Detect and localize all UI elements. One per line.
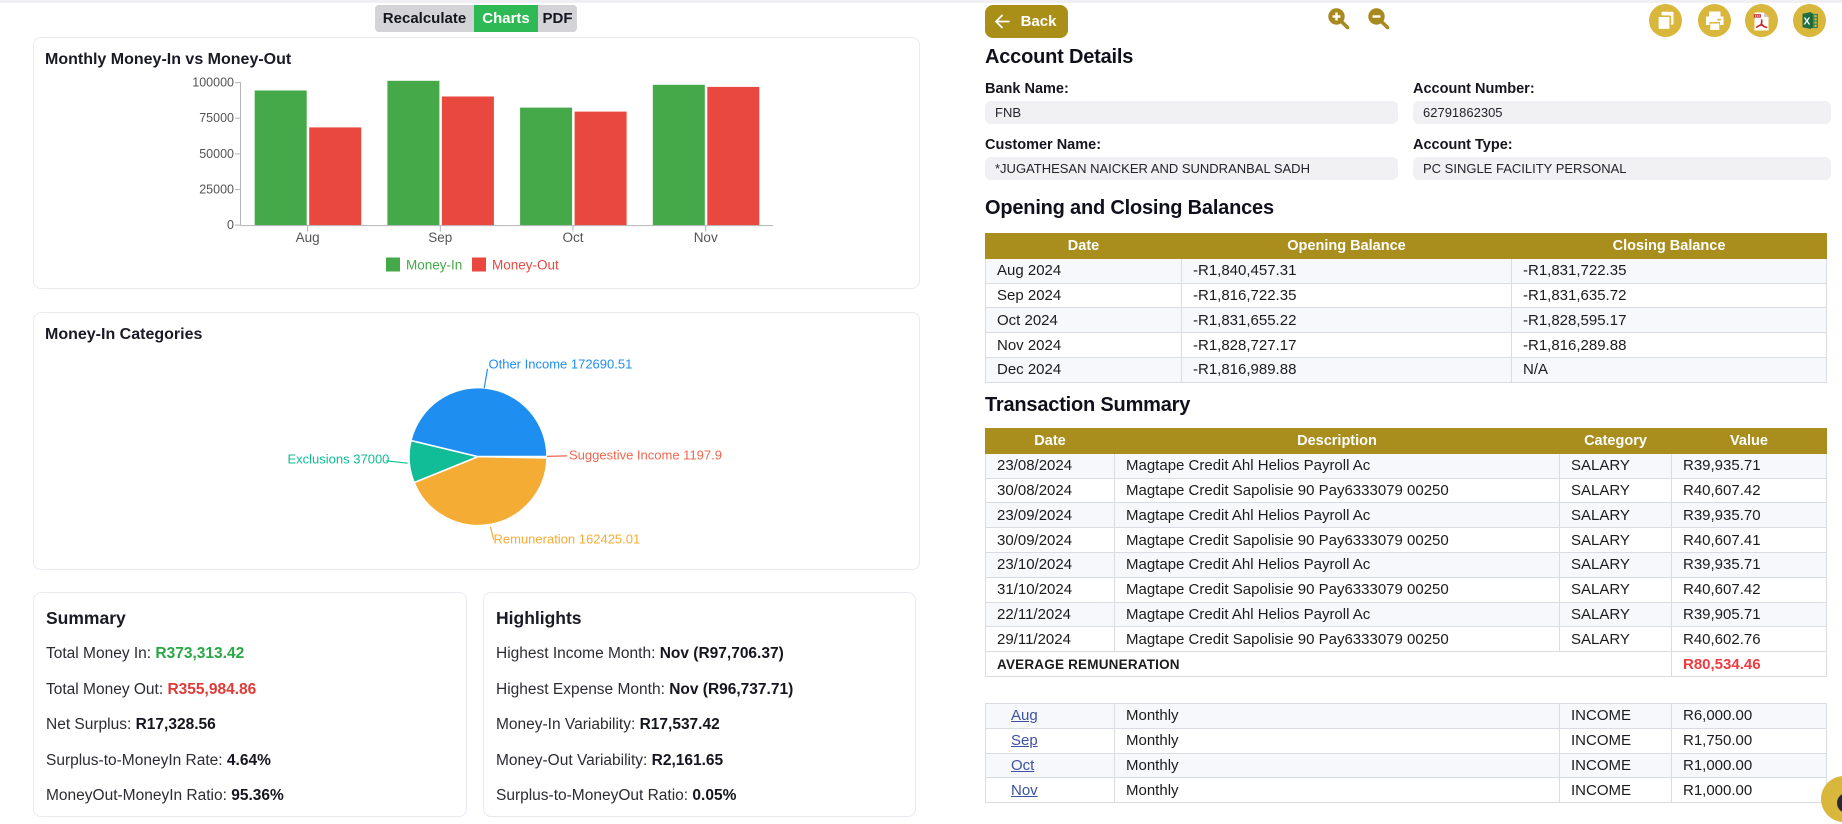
svg-text:Remuneration 162425.01: Remuneration 162425.01 bbox=[494, 532, 641, 547]
svg-text:Money-In: Money-In bbox=[406, 258, 462, 273]
svg-text:Exclusions 37000: Exclusions 37000 bbox=[288, 452, 390, 467]
svg-text:Aug: Aug bbox=[296, 230, 320, 245]
svg-text:Nov: Nov bbox=[694, 230, 718, 245]
svg-text:50000: 50000 bbox=[199, 147, 234, 161]
svg-text:Other Income 172690.51: Other Income 172690.51 bbox=[489, 357, 633, 372]
svg-text:75000: 75000 bbox=[199, 111, 234, 125]
svg-text:Oct: Oct bbox=[562, 230, 583, 245]
svg-text:Money-Out: Money-Out bbox=[492, 258, 559, 273]
svg-text:Suggestive Income 1197.9: Suggestive Income 1197.9 bbox=[569, 448, 722, 463]
svg-text:0: 0 bbox=[227, 218, 234, 232]
svg-text:100000: 100000 bbox=[192, 76, 234, 90]
svg-text:25000: 25000 bbox=[199, 183, 234, 197]
svg-text:X: X bbox=[1803, 17, 1810, 28]
svg-text:Sep: Sep bbox=[428, 230, 452, 245]
